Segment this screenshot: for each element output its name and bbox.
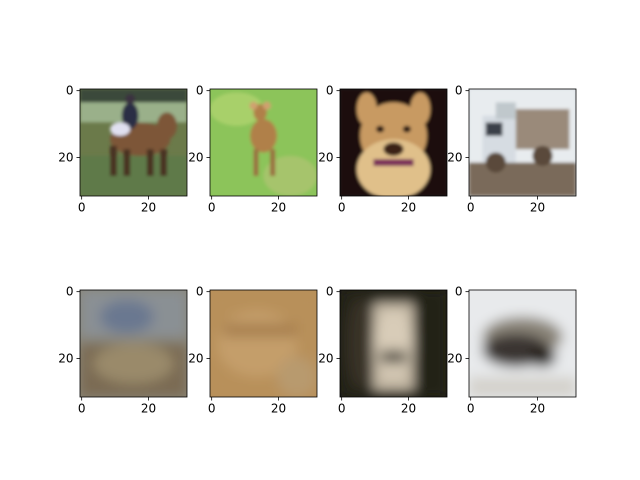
x-tick-label: 0 [78,402,86,416]
x-tick-label: 0 [208,402,216,416]
image-panel-1-3: 0 20 0 20 [447,285,577,416]
y-tick-label: 0 [66,285,74,299]
x-tick-label: 20 [271,201,286,215]
y-tick-label: 0 [66,84,74,98]
panel-frame [79,88,188,197]
y-tick-label: 0 [455,285,463,299]
y-tick-label: 0 [455,84,463,98]
panel-frame [339,88,448,197]
y-tick-label: 20 [318,352,333,366]
panel-frame [468,88,577,197]
y-tick-label: 20 [318,151,333,165]
x-tick-label: 20 [530,201,545,215]
y-tick-label: 0 [196,285,204,299]
x-tick-label: 0 [208,201,216,215]
y-tick-label: 20 [188,352,203,366]
image-panel-0-1: 0 20 0 20 [188,84,318,215]
image-panel-1-0: 0 20 0 20 [58,285,188,416]
image-panel-1-1: 0 20 0 20 [188,285,318,416]
x-tick-label: 20 [530,402,545,416]
y-tick-label: 20 [447,352,462,366]
image-panel-0-3: 0 20 0 20 [447,84,577,215]
x-tick-label: 20 [271,402,286,416]
x-tick-label: 0 [78,201,86,215]
panel-frame [79,289,188,398]
y-tick-label: 20 [58,151,73,165]
y-tick-label: 0 [326,285,334,299]
panel-frame [468,289,577,398]
x-tick-label: 0 [467,201,475,215]
y-tick-label: 20 [188,151,203,165]
x-tick-label: 20 [401,201,416,215]
x-tick-label: 20 [141,402,156,416]
x-tick-label: 0 [467,402,475,416]
image-panel-0-0: 0 20 0 20 [58,84,188,215]
image-panel-0-2: 0 20 0 20 [318,84,448,215]
image-panel-1-2: 0 20 0 20 [318,285,448,416]
y-tick-label: 20 [447,151,462,165]
x-tick-label: 0 [338,201,346,215]
panel-frame [339,289,448,398]
x-tick-label: 20 [141,201,156,215]
panel-frame [209,88,318,197]
x-tick-label: 0 [338,402,346,416]
y-tick-label: 0 [326,84,334,98]
y-tick-label: 20 [58,352,73,366]
panel-frame [209,289,318,398]
x-tick-label: 20 [401,402,416,416]
y-tick-label: 0 [196,84,204,98]
